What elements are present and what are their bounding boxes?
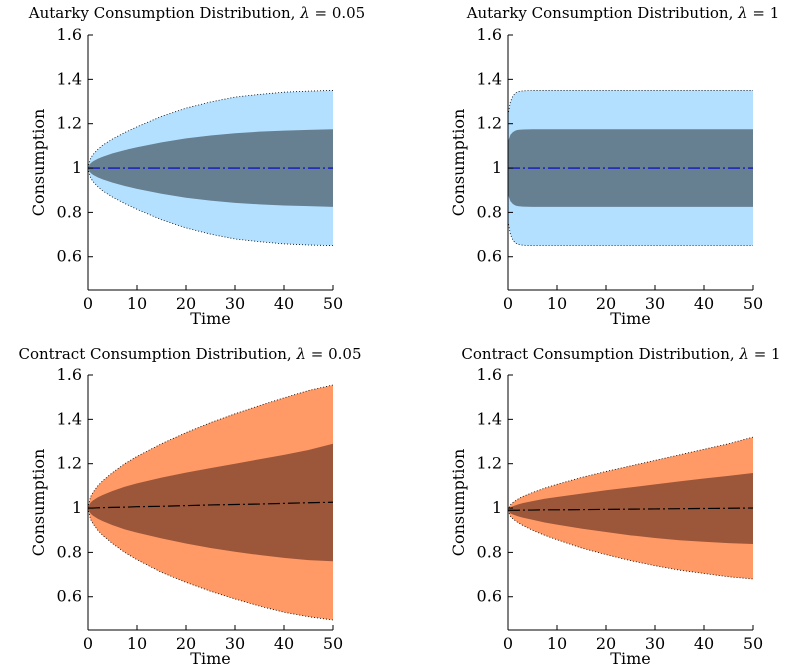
x-axis-label: Time bbox=[190, 309, 230, 328]
y-tick-label: 1.6 bbox=[477, 25, 502, 44]
chart-panel-contract-005: Contract Consumption Distribution, λ = 0… bbox=[18, 345, 361, 668]
chart-title-lambda: λ bbox=[295, 345, 306, 363]
y-tick-label: 0.6 bbox=[477, 247, 502, 266]
chart-title-lambda: λ bbox=[737, 4, 748, 22]
chart-title-lambda: λ bbox=[299, 4, 310, 22]
y-tick-label: 1 bbox=[492, 498, 502, 517]
chart-title-suffix: = 1 bbox=[749, 345, 781, 363]
y-tick-label: 1.2 bbox=[57, 114, 82, 133]
x-tick-label: 10 bbox=[547, 634, 567, 653]
outer-lower-edge bbox=[507, 510, 754, 580]
y-tick-label: 1 bbox=[492, 158, 502, 177]
x-tick-label: 20 bbox=[596, 294, 616, 313]
chart-panel-autarky-1: Autarky Consumption Distribution, λ = 1 0… bbox=[449, 4, 779, 328]
outer-lower-edge bbox=[87, 507, 334, 621]
x-tick-label: 20 bbox=[596, 634, 616, 653]
y-tick-label: 0.6 bbox=[57, 587, 82, 606]
outer-lower-edge bbox=[507, 221, 753, 247]
x-tick-label: 30 bbox=[645, 294, 665, 313]
chart-title-lambda: λ bbox=[738, 345, 749, 363]
x-axis-label: Time bbox=[190, 649, 230, 668]
y-tick-label: 0.8 bbox=[477, 202, 502, 221]
x-tick-label: 40 bbox=[274, 634, 294, 653]
y-tick-label: 1.6 bbox=[57, 365, 82, 384]
y-tick-label: 1.6 bbox=[57, 25, 82, 44]
y-tick-label: 1.2 bbox=[57, 454, 82, 473]
x-tick-label: 0 bbox=[503, 294, 513, 313]
x-tick-label: 40 bbox=[694, 294, 714, 313]
inner-band bbox=[508, 473, 753, 544]
chart-title-prefix: Contract Consumption Distribution, bbox=[18, 345, 296, 363]
x-tick-label: 40 bbox=[694, 634, 714, 653]
chart-title: Autarky Consumption Distribution, λ = 0.… bbox=[28, 4, 365, 22]
chart-panel-autarky-005: Autarky Consumption Distribution, λ = 0.… bbox=[28, 4, 365, 328]
x-tick-label: 10 bbox=[547, 294, 567, 313]
y-axis-label: Consumption bbox=[29, 449, 48, 557]
median-line bbox=[508, 507, 754, 511]
x-tick-label: 50 bbox=[323, 634, 343, 653]
chart-title-prefix: Contract Consumption Distribution, bbox=[461, 345, 739, 363]
chart-title-prefix: Autarky Consumption Distribution, bbox=[466, 4, 738, 22]
y-tick-label: 1 bbox=[72, 158, 82, 177]
chart-panel-contract-1: Contract Consumption Distribution, λ = 1… bbox=[449, 345, 781, 668]
chart-title-suffix: = 0.05 bbox=[306, 345, 362, 363]
x-tick-label: 20 bbox=[176, 294, 196, 313]
y-tick-label: 0.8 bbox=[477, 542, 502, 561]
y-tick-label: 0.8 bbox=[57, 542, 82, 561]
x-tick-label: 0 bbox=[83, 294, 93, 313]
y-tick-label: 0.8 bbox=[57, 202, 82, 221]
median-line bbox=[88, 501, 334, 509]
chart-title-prefix: Autarky Consumption Distribution, bbox=[28, 4, 300, 22]
outer-upper-edge bbox=[507, 436, 754, 511]
y-tick-label: 1.4 bbox=[477, 69, 502, 88]
x-tick-label: 10 bbox=[127, 294, 147, 313]
y-tick-label: 1 bbox=[72, 498, 82, 517]
x-tick-label: 30 bbox=[225, 634, 245, 653]
x-tick-label: 10 bbox=[127, 634, 147, 653]
x-tick-label: 0 bbox=[83, 634, 93, 653]
y-tick-label: 0.6 bbox=[477, 587, 502, 606]
chart-title: Contract Consumption Distribution, λ = 1 bbox=[461, 345, 780, 363]
inner-band bbox=[88, 443, 333, 562]
outer-upper-edge bbox=[507, 90, 753, 115]
y-axis-label: Consumption bbox=[449, 109, 468, 217]
outer-upper-edge bbox=[87, 384, 334, 509]
y-tick-label: 1.4 bbox=[477, 409, 502, 428]
chart-title-suffix: = 0.05 bbox=[310, 4, 366, 22]
y-axis-label: Consumption bbox=[449, 449, 468, 557]
x-tick-label: 50 bbox=[743, 634, 763, 653]
y-axis-label: Consumption bbox=[29, 109, 48, 217]
x-axis-label: Time bbox=[610, 649, 650, 668]
x-axis-label: Time bbox=[610, 309, 650, 328]
y-tick-label: 1.2 bbox=[477, 114, 502, 133]
x-tick-label: 30 bbox=[645, 634, 665, 653]
x-tick-label: 30 bbox=[225, 294, 245, 313]
y-tick-label: 1.4 bbox=[57, 69, 82, 88]
x-tick-label: 50 bbox=[323, 294, 343, 313]
chart-title-suffix: = 1 bbox=[748, 4, 780, 22]
x-tick-label: 40 bbox=[274, 294, 294, 313]
chart-title: Contract Consumption Distribution, λ = 0… bbox=[18, 345, 361, 363]
x-tick-label: 50 bbox=[743, 294, 763, 313]
y-tick-label: 1.2 bbox=[477, 454, 502, 473]
x-tick-label: 20 bbox=[176, 634, 196, 653]
y-tick-label: 1.6 bbox=[477, 365, 502, 384]
y-tick-label: 0.6 bbox=[57, 247, 82, 266]
x-tick-label: 0 bbox=[503, 634, 513, 653]
chart-title: Autarky Consumption Distribution, λ = 1 bbox=[466, 4, 780, 22]
y-tick-label: 1.4 bbox=[57, 409, 82, 428]
